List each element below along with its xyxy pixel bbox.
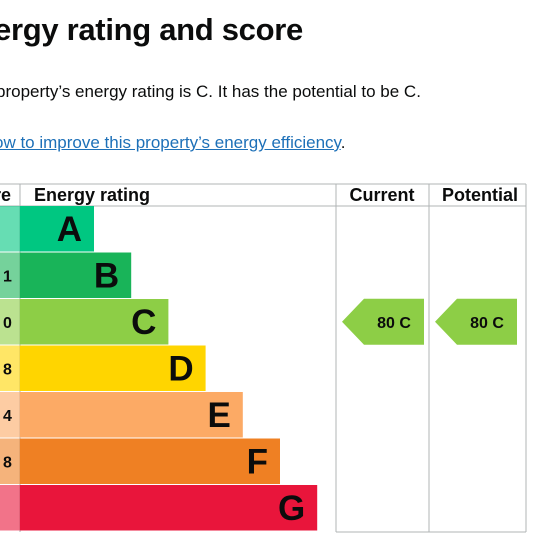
current-header: Current	[349, 185, 414, 205]
band-letter-d: D	[168, 349, 193, 388]
band-letter-a: A	[57, 210, 82, 249]
band-letter-e: E	[207, 396, 230, 435]
improve-paragraph: ow to improve this property’s energy eff…	[0, 133, 346, 153]
band-bar-b	[20, 252, 132, 298]
rating-summary: property’s energy rating is C. It has th…	[0, 82, 421, 101]
score-column-header: re	[0, 185, 11, 205]
score-value-e: 4	[3, 408, 12, 425]
potential-rating-label: 80 C	[470, 315, 504, 332]
band-bar-c	[20, 299, 169, 345]
energy-rating-header: Energy rating	[34, 185, 150, 205]
page-title: ergy rating and score	[0, 12, 303, 47]
score-value-c: 0	[3, 315, 12, 332]
current-rating-label: 80 C	[377, 315, 411, 332]
band-letter-c: C	[131, 303, 156, 342]
improve-suffix: .	[340, 133, 346, 152]
band-bar-e	[20, 392, 243, 438]
potential-header: Potential	[442, 185, 518, 205]
score-cell-b	[0, 252, 20, 298]
score-cell-g	[0, 485, 20, 531]
band-letter-g: G	[278, 489, 305, 528]
band-letter-f: F	[247, 442, 268, 481]
rating-bands: A 1 B 0 C 8 D 4 E 8 FG	[0, 206, 318, 531]
band-bar-d	[20, 345, 206, 391]
score-cell-c	[0, 299, 20, 345]
score-cell-a	[0, 206, 20, 252]
potential-arrow	[435, 298, 517, 345]
rating-arrows: 80 C 80 C	[342, 298, 517, 345]
score-cell-f	[0, 438, 20, 484]
current-arrow	[342, 298, 424, 345]
score-cell-e	[0, 392, 20, 438]
score-value-d: 8	[3, 361, 12, 378]
band-bar-f	[20, 438, 280, 484]
score-value-b: 1	[3, 268, 12, 285]
improve-efficiency-link[interactable]: ow to improve this property’s energy eff…	[0, 133, 341, 152]
band-bar-g	[20, 485, 318, 531]
score-cell-d	[0, 345, 20, 391]
score-value-f: 8	[3, 454, 12, 471]
band-letter-b: B	[94, 256, 119, 295]
band-bar-a	[20, 206, 94, 252]
